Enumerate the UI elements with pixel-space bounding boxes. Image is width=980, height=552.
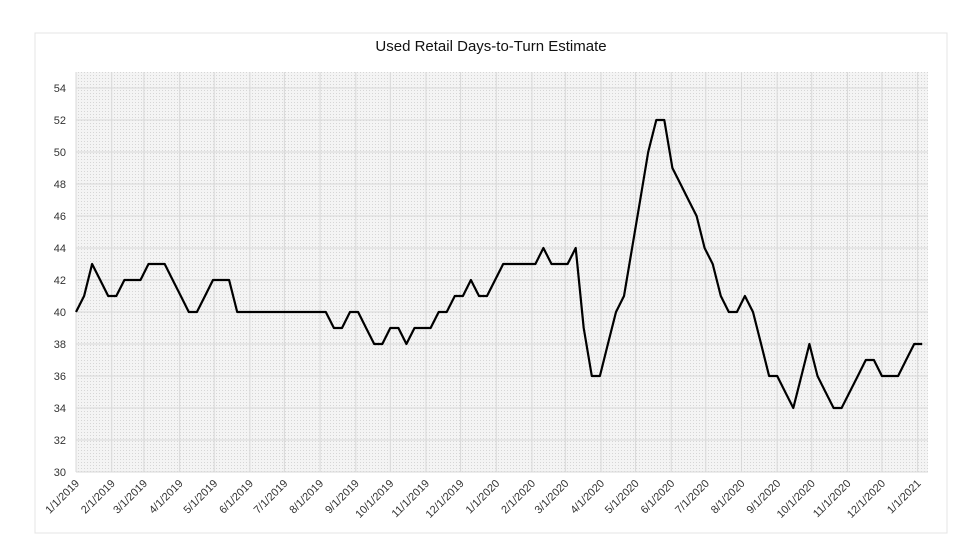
- y-tick-label: 54: [54, 83, 66, 95]
- y-tick-label: 34: [54, 403, 66, 415]
- y-tick-label: 52: [54, 115, 66, 127]
- chart-title: Used Retail Days-to-Turn Estimate: [375, 38, 606, 55]
- y-tick-label: 38: [54, 339, 66, 351]
- y-tick-label: 46: [54, 211, 66, 223]
- y-tick-label: 44: [54, 243, 66, 255]
- plot-area: [76, 72, 928, 472]
- y-tick-label: 42: [54, 275, 66, 287]
- y-tick-label: 40: [54, 307, 66, 319]
- y-tick-label: 36: [54, 371, 66, 383]
- y-tick-label: 30: [54, 467, 66, 479]
- data-line: [75, 118, 923, 410]
- y-tick-label: 48: [54, 179, 66, 191]
- y-tick-label: 32: [54, 435, 66, 447]
- y-tick-label: 50: [54, 147, 66, 159]
